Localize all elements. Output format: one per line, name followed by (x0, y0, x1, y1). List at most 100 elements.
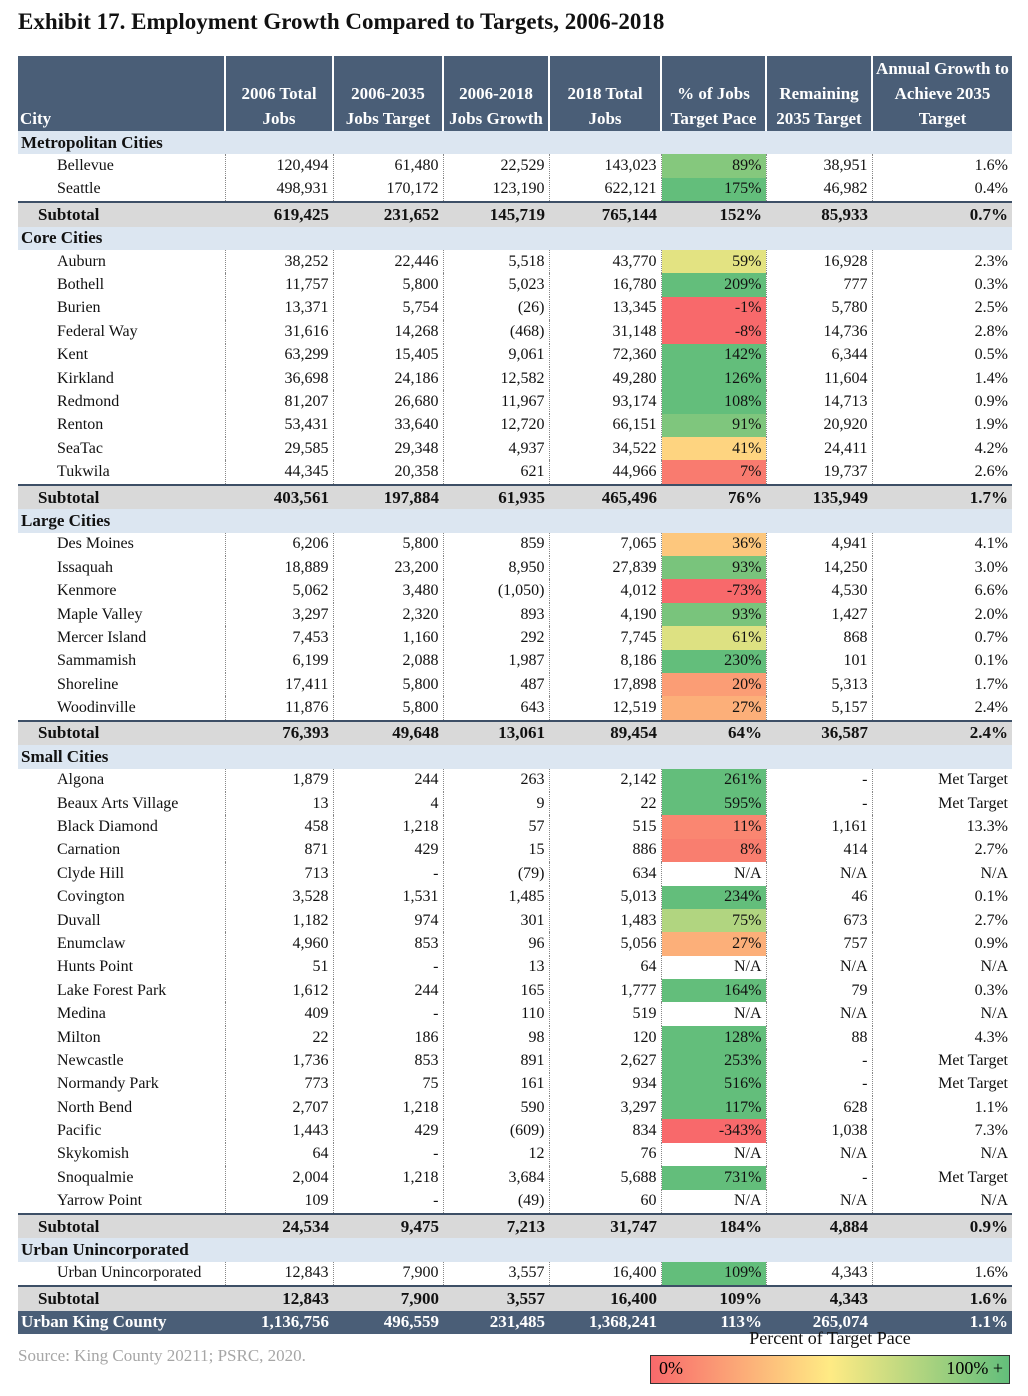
cell: 76 (548, 1142, 661, 1167)
cell: 26,680 (332, 390, 443, 414)
cell: 1.7% (871, 672, 1012, 697)
data-row: Sammamish 6,199 2,088 1,987 8,186 230% 101 0.1% (18, 649, 1012, 673)
city: Skykomish (57, 1145, 130, 1163)
city: Black Diamond (57, 818, 158, 836)
cell: 4,941 (765, 532, 872, 557)
cell: - (765, 768, 872, 792)
cell: 6,206 (224, 532, 333, 557)
cell: 186 (332, 1025, 443, 1050)
cell: 49,648 (333, 719, 443, 746)
cell: 1,218 (332, 815, 443, 839)
cell: 143,023 (548, 154, 661, 178)
cell: - (765, 1166, 872, 1190)
cell: 765,144 (549, 201, 661, 227)
cell: 18,889 (224, 556, 333, 580)
city: Redmond (57, 392, 120, 410)
data-row: Pacific 1,443 429 (609) 834 -343% 1,038 7.3% (18, 1119, 1012, 1143)
cell: 59% (660, 249, 766, 274)
cell: 757 (765, 932, 872, 956)
cell: 1,160 (332, 626, 443, 650)
city: Subtotal (18, 1285, 225, 1311)
cell: 81,207 (224, 390, 333, 414)
city: Woodinville (57, 699, 136, 717)
cell: 89% (660, 154, 766, 178)
city: Maple Valley (57, 605, 143, 623)
cell: 1.1% (872, 1310, 1012, 1334)
city: Lake Forest Park (57, 981, 167, 999)
cell: 1,218 (332, 1096, 443, 1120)
cell: 595% (660, 791, 766, 816)
column-header: 2006 Total Jobs (224, 56, 333, 131)
cell: 3,297 (224, 602, 333, 627)
legend-title: Percent of Target Pace (749, 1328, 911, 1348)
city: Bothell (57, 276, 105, 294)
cell: 3.0% (871, 556, 1012, 580)
legend-bar: 0% 100% + (650, 1355, 1010, 1384)
cell: 1.9% (871, 413, 1012, 438)
cell: 12,843 (225, 1285, 333, 1311)
cell: 66,151 (548, 413, 661, 438)
cell: 403,561 (225, 483, 333, 510)
group-name: Large Cities (18, 509, 1012, 533)
cell: 1,182 (224, 908, 333, 933)
cell: 1.6% (872, 1285, 1012, 1311)
cell: 209% (660, 273, 766, 297)
cell: 5,023 (442, 273, 549, 297)
cell: N/A (765, 1142, 872, 1167)
city: Subtotal (18, 1212, 225, 1239)
cell: 1,161 (765, 815, 872, 839)
data-row: Hunts Point 51-13 64 N/A N/A N/A (18, 955, 1012, 980)
cell: 4,530 (765, 579, 872, 603)
cell: 7,453 (224, 626, 333, 650)
city: Subtotal (18, 201, 225, 227)
title: Exhibit 17. Employment Growth Compared t… (18, 9, 665, 34)
data-row: Kenmore 5,062 3,480 (1,050) 4,012 -73% 4,530 6.… (18, 579, 1012, 603)
column-header: 2018 Total Jobs (548, 56, 661, 131)
cell: 36,587 (766, 719, 872, 746)
data-row: Issaquah 18,889 23,200 8,950 27,839 93% 14,250… (18, 556, 1012, 580)
cell: 88 (765, 1025, 872, 1050)
cell: 5,157 (765, 696, 872, 721)
cell: 234% (660, 885, 766, 909)
cell: N/A (660, 862, 766, 886)
cell: 11,757 (224, 273, 333, 297)
group-row: Metropolitan Cities (18, 131, 1012, 155)
cell: 36% (660, 532, 766, 557)
group-name: Small Cities (18, 745, 1012, 769)
cell: 61,480 (332, 154, 443, 178)
subtotal-row: Subtotal 403,561 197,884 61,935 465,496 76% 13… (18, 483, 1012, 510)
data-row: Normandy Park 773 75 161 934 516% - Met Target (18, 1072, 1012, 1097)
cell: 0.7% (871, 626, 1012, 650)
cell: - (332, 1142, 443, 1167)
city: Algona (57, 771, 105, 789)
cell: 11% (660, 815, 766, 839)
cell: 1,443 (224, 1119, 333, 1143)
cell: 117% (660, 1096, 766, 1120)
cell: 1.7% (872, 483, 1012, 510)
cell: 0.9% (872, 1212, 1012, 1239)
cell: 5,780 (765, 296, 872, 321)
column-header: % of Jobs Target Pace (660, 56, 766, 131)
cell: 13,061 (443, 719, 549, 746)
cell: 1,736 (224, 1049, 333, 1073)
cell: - (765, 791, 872, 816)
cell: 9,475 (333, 1212, 443, 1239)
city: Subtotal (18, 483, 225, 510)
cell: 64 (224, 1142, 333, 1167)
cell: 123,190 (442, 177, 549, 203)
cell: 46 (765, 885, 872, 909)
cell: 13,345 (548, 296, 661, 321)
data-row: Redmond 81,207 26,680 11,967 93,174 108% 14,71… (18, 390, 1012, 414)
cell: 13 (224, 791, 333, 816)
data-row: Urban Unincorporated 12,843 7,900 3,557 16,4… (18, 1261, 1012, 1287)
cell: 22 (548, 791, 661, 816)
cell: N/A (871, 1142, 1012, 1167)
jobs-table: City 2006 Total Jobs 2006-2035 Jobs Target… (18, 56, 1012, 1334)
cell: 13.3% (871, 815, 1012, 839)
cell: 0.1% (871, 649, 1012, 673)
cell: 38,252 (224, 249, 333, 274)
data-row: Skykomish 64-12 76 N/A N/A N/A (18, 1142, 1012, 1167)
cell: 36,698 (224, 366, 333, 391)
cell: 1.4% (871, 366, 1012, 391)
cell: 1.6% (871, 1261, 1012, 1287)
